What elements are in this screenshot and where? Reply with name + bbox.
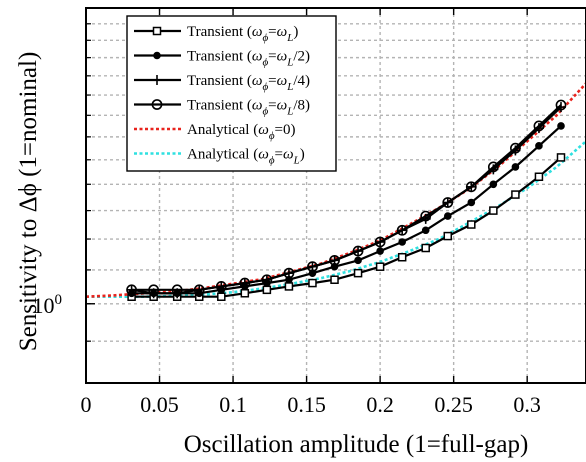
data-point-circle <box>329 254 340 266</box>
series-1 <box>127 153 566 301</box>
data-point-square <box>330 275 339 284</box>
x-tick-label: 0.15 <box>287 392 326 417</box>
data-point-square <box>511 190 520 199</box>
data-point-circle <box>126 284 137 296</box>
legend-item: Transient (ωϕ=ωL/2) <box>134 49 310 69</box>
data-point-circle <box>215 281 227 292</box>
x-tick-label: 0.2 <box>366 392 394 417</box>
data-point-circle <box>171 284 183 296</box>
x-tick-label: 0.3 <box>513 392 541 417</box>
data-point-circle <box>555 99 567 111</box>
data-point-circle <box>533 120 545 132</box>
data-point-square <box>397 252 407 262</box>
data-point-dot <box>421 226 430 235</box>
x-axis-label: Oscillation amplitude (1=full-gap) <box>184 431 529 458</box>
axis-ticks: 0 0.05 0.1 0.15 0.2 0.25 0.3 100 <box>33 8 541 417</box>
data-point-square <box>421 243 430 253</box>
y-axis-label: Sensitivity to Δϕ (1=nominal) <box>15 52 42 352</box>
data-point-circle <box>307 261 318 273</box>
grid <box>86 8 586 383</box>
data-point-dot <box>535 142 543 150</box>
legend-item: Transient (ωϕ=ωL/4) <box>134 73 310 93</box>
data-point-circle <box>374 236 386 248</box>
data-point-circle <box>261 274 273 286</box>
data-point-square <box>217 292 226 301</box>
data-point-square <box>152 26 162 36</box>
data-point-square <box>489 206 498 215</box>
legend: Transient (ωϕ=ωL) Transient (ωϕ=ωL/2) Tran… <box>126 15 337 172</box>
x-tick-label: 0.05 <box>140 392 179 417</box>
data-point-square <box>556 153 566 162</box>
x-tick-label: 0 <box>81 392 92 417</box>
data-point-circle <box>420 210 432 222</box>
data-point-square <box>534 172 544 182</box>
data-point-circle <box>487 161 499 173</box>
data-point-circle <box>465 181 477 193</box>
data-point-dot <box>376 247 384 255</box>
data-point-dot <box>511 163 520 171</box>
data-point-square <box>240 289 250 298</box>
data-point-circle <box>283 267 295 279</box>
legend-label: Transient (ωϕ=ωL) <box>187 24 298 44</box>
data-point-square <box>375 262 385 271</box>
data-point-square <box>443 231 453 241</box>
data-point-circle <box>151 99 163 110</box>
legend-label: Analytical (ωϕ=0) <box>187 122 296 142</box>
data-point-square <box>284 282 294 291</box>
x-tick-label: 0.25 <box>434 392 473 417</box>
legend-label: Analytical (ωϕ=ωL) <box>187 147 305 167</box>
data-point-square <box>353 268 363 278</box>
data-point-circle <box>442 197 454 208</box>
data-point-circle <box>396 224 408 236</box>
series-4 <box>126 99 567 296</box>
data-point-square <box>308 278 317 288</box>
legend-box <box>126 15 337 172</box>
data-point-square <box>262 285 272 295</box>
series-layer <box>85 82 586 301</box>
legend-item: Analytical (ωϕ=0) <box>134 122 296 142</box>
legend-label: Transient (ωϕ=ωL/4) <box>187 73 310 93</box>
legend-label: Transient (ωϕ=ωL/8) <box>187 98 310 118</box>
legend-item: Transient (ωϕ=ωL) <box>134 24 298 44</box>
series-line <box>131 156 562 298</box>
data-point-circle <box>510 142 521 154</box>
data-point-square <box>467 220 476 229</box>
legend-label: Transient (ωϕ=ωL/2) <box>187 49 310 69</box>
y-tick-label: 100 <box>33 292 63 318</box>
data-point-dot <box>467 198 476 207</box>
plot-frame <box>85 7 586 384</box>
data-point-dot <box>489 180 498 189</box>
data-point-dot <box>354 256 362 265</box>
data-point-circle <box>148 284 160 296</box>
legend-item: Analytical (ωϕ=ωL) <box>134 147 305 167</box>
data-point-circle <box>239 277 251 289</box>
data-point-dot <box>153 51 161 60</box>
data-point-dot <box>398 238 406 246</box>
legend-item: Transient (ωϕ=ωL/8) <box>134 98 310 118</box>
data-point-circle <box>193 284 205 296</box>
data-point-dot <box>557 122 565 130</box>
x-tick-label: 0.1 <box>219 392 247 417</box>
data-point-dot <box>443 212 452 220</box>
data-point-circle <box>352 245 364 257</box>
